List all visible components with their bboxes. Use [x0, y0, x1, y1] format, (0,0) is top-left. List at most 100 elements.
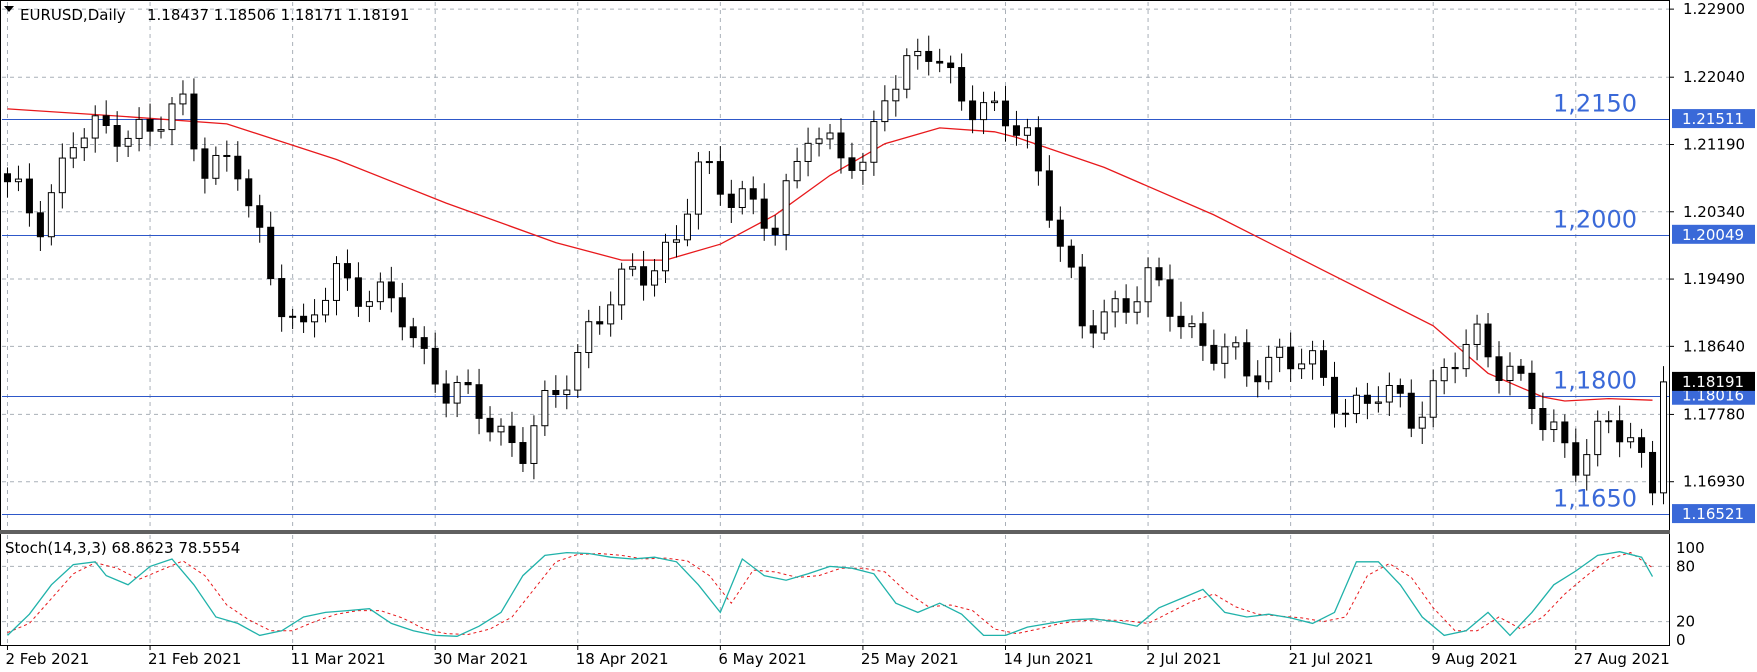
candle	[1298, 348, 1306, 379]
candles	[3, 35, 1668, 506]
candle-body	[102, 115, 110, 127]
candle-body	[1561, 421, 1569, 444]
candle-body	[278, 278, 286, 318]
time-axis[interactable]: 2 Feb 2021 21 Feb 2021 11 Mar 2021 30 Mar 2…	[5, 645, 1670, 668]
price-tick-label: 1.20340	[1683, 203, 1745, 221]
candle	[1210, 329, 1218, 371]
candle	[1528, 360, 1536, 425]
candle	[541, 380, 549, 436]
candle-body	[859, 161, 867, 171]
candle	[124, 130, 132, 157]
candle	[881, 85, 889, 132]
candle-body	[1100, 311, 1108, 334]
stoch-tick-label: 20	[1676, 613, 1695, 631]
candle-body	[234, 155, 242, 180]
level-label: 1,2000	[1553, 206, 1637, 234]
pane-separator[interactable]	[0, 530, 1670, 534]
candle-body	[398, 297, 406, 328]
candle-body	[640, 266, 648, 286]
candle-body	[267, 226, 275, 280]
candle-body	[1473, 323, 1481, 345]
candle-body	[1330, 376, 1339, 414]
time-tick-label: 9 Aug 2021	[1431, 650, 1518, 668]
candle	[1572, 428, 1580, 482]
candle-body	[212, 154, 220, 179]
candle	[387, 266, 395, 313]
candle	[826, 123, 834, 150]
level-price-tag: 1.16521	[1682, 505, 1744, 523]
candle-body	[1067, 245, 1075, 268]
candle	[1254, 360, 1262, 398]
candle-body	[1660, 381, 1668, 494]
candle-body	[387, 281, 395, 299]
candle-body	[596, 321, 604, 325]
price-tick-label: 1.19490	[1683, 270, 1745, 288]
candle	[376, 272, 384, 310]
candle	[1418, 401, 1426, 444]
candle	[245, 169, 253, 218]
candle	[1649, 440, 1657, 506]
candle	[1276, 338, 1284, 373]
candle-body	[749, 188, 757, 200]
candle-body	[1627, 437, 1635, 443]
candle-body	[1462, 343, 1470, 370]
candle-body	[618, 268, 626, 306]
candle	[1341, 398, 1349, 428]
candle-body	[1177, 315, 1185, 328]
candle	[1001, 85, 1010, 142]
time-tick-label: 21 Jul 2021	[1289, 650, 1374, 668]
candle-body	[1012, 125, 1020, 136]
candle-body	[311, 314, 319, 323]
candle	[815, 127, 823, 157]
candle-body	[1122, 298, 1130, 313]
candle	[925, 35, 933, 76]
candle	[1034, 116, 1042, 186]
candle	[914, 38, 922, 70]
candle-body	[1001, 100, 1010, 127]
candle-body	[727, 193, 735, 208]
candle	[1462, 329, 1470, 377]
candle-body	[980, 102, 988, 121]
candle-body	[300, 315, 308, 323]
candle-body	[1166, 279, 1174, 317]
level-price-tag-bg	[1672, 224, 1755, 244]
price-axis[interactable]: 1.22900 1.22040 1.21190 1.20340 1.19490 1.186…	[1669, 0, 1755, 524]
dropdown-triangle-icon[interactable]	[4, 6, 14, 12]
level-price-tag-bg	[1672, 504, 1755, 524]
candle	[322, 287, 330, 323]
candle-body	[1649, 451, 1657, 494]
candle	[760, 183, 768, 241]
candle-body	[585, 321, 593, 354]
candle	[442, 370, 450, 418]
candle	[58, 143, 66, 209]
candle	[1155, 257, 1163, 287]
candle-body	[245, 178, 253, 207]
candle-body	[1418, 416, 1426, 429]
candle-body	[1407, 392, 1415, 429]
candle-body	[683, 213, 691, 241]
candle	[552, 375, 560, 408]
candle	[1188, 315, 1196, 339]
candle	[1067, 239, 1075, 279]
candle	[519, 427, 527, 473]
candle-body	[1320, 350, 1328, 378]
candle	[212, 146, 220, 185]
candle	[1539, 392, 1547, 441]
candle-body	[958, 67, 966, 102]
candle-body	[716, 161, 724, 195]
candle	[1045, 155, 1053, 228]
candle	[837, 118, 845, 174]
time-tick-label: 18 Apr 2021	[576, 650, 669, 668]
candle	[903, 48, 911, 99]
level-label: 1,2150	[1553, 90, 1637, 118]
candle-body	[530, 425, 538, 464]
candle-body	[1155, 267, 1163, 281]
candle-body	[1517, 365, 1525, 374]
level-price-tag: 1.20049	[1682, 226, 1744, 244]
stoch-main-line	[7, 551, 1654, 637]
time-tick-label: 2 Jul 2021	[1146, 650, 1221, 668]
candle	[804, 127, 812, 177]
candle	[453, 375, 461, 418]
candle	[332, 256, 341, 316]
current-price-tag: 1.18191	[1682, 373, 1744, 391]
